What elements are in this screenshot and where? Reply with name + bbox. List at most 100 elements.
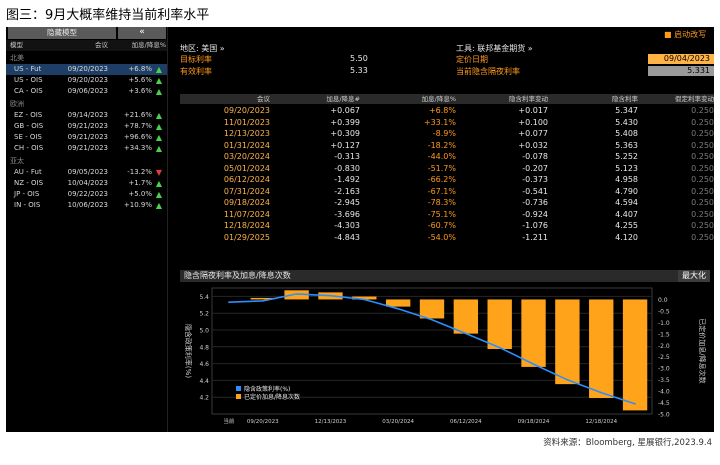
sidebar-model-row[interactable]: US - OIS 09/20/2023 +5.6% ▲ <box>6 75 167 86</box>
meeting-date-cell: 07/31/2024 <box>223 186 270 196</box>
meeting-date: 09/06/2023 <box>67 87 108 95</box>
hike-count-cell: +0.067 <box>330 106 360 115</box>
sidebar-model-row[interactable]: NZ - OIS 10/04/2023 +1.7% ▲ <box>6 178 167 189</box>
line-point <box>363 298 366 301</box>
sidebar-model-row[interactable]: IN - OIS 10/06/2023 +10.9% ▲ <box>6 200 167 211</box>
right-tick-label: -2.5 <box>658 354 670 361</box>
bar-mark <box>487 299 512 350</box>
right-tick-label: -4.0 <box>658 389 670 396</box>
implied-change-cell: -1.211 <box>522 232 548 242</box>
change-pct: +1.7% <box>128 179 152 187</box>
hike-pct-cell: -54.0% <box>427 232 456 242</box>
hike-count-cell: -2.163 <box>334 186 360 196</box>
implied-rate-cell: 5.408 <box>615 129 638 138</box>
implied-rate-cell: 5.430 <box>615 117 638 127</box>
table-row[interactable]: 05/01/2024 -0.830 -51.7% -0.207 5.123 0.250 <box>180 163 714 175</box>
table-row[interactable]: 03/20/2024 -0.313 -44.0% -0.078 5.252 0.250 <box>180 151 714 163</box>
sidebar-group-label: 亚太 <box>10 157 24 165</box>
right-tick-label: -5.0 <box>658 412 670 419</box>
table-row[interactable]: 01/29/2025 -4.843 -54.0% -1.211 4.120 0.250 <box>180 232 714 244</box>
sidebar-model-row[interactable]: US - Fut 09/20/2023 +6.8% ▲ <box>6 64 167 75</box>
sidebar-model-row[interactable]: JP - OIS 09/22/2023 +5.0% ▲ <box>6 189 167 200</box>
rate-chart: 4.2 4.4 4.6 4.8 5.0 5.2 5.4 0.0 -0.5 -1.0 -1.5 -2.0… <box>184 287 707 425</box>
rate-table: 09/20/2023 +0.067 +6.8% +0.017 5.347 0.250 11/… <box>180 105 714 243</box>
model-name: US - Fut <box>14 65 42 73</box>
meeting-date: 10/06/2023 <box>67 201 108 209</box>
sidebar-group-label: 欧洲 <box>10 100 24 108</box>
left-tick-label: 4.4 <box>199 378 209 385</box>
meeting-date-cell: 09/20/2023 <box>223 106 270 115</box>
down-arrow-icon: ▼ <box>155 168 163 177</box>
th-meeting: 会议 <box>257 95 270 103</box>
th-hike-count: 加息/降息# <box>326 95 360 103</box>
hike-count-cell: +0.309 <box>330 129 360 138</box>
line-point <box>532 363 535 365</box>
instrument-selector[interactable]: 工具: 联邦基金期货 » <box>456 44 533 53</box>
sidebar-model-row[interactable]: AU - Fut 09/05/2023 -13.2% ▼ <box>6 167 167 178</box>
implied-change-cell: -0.736 <box>522 198 548 207</box>
table-row[interactable]: 11/01/2023 +0.399 +33.1% +0.100 5.430 0.250 <box>180 117 714 129</box>
hike-pct-cell: +33.1% <box>423 117 456 127</box>
right-tick-label: -3.5 <box>658 377 670 384</box>
target-rate-value: 5.50 <box>350 54 368 63</box>
right-tick-label: -0.5 <box>658 308 670 315</box>
meeting-date-cell: 12/18/2024 <box>223 221 270 230</box>
hide-models-button[interactable]: 隐藏模型 <box>8 27 116 39</box>
sidebar-model-row[interactable]: CH - OIS 09/21/2023 +34.3% ▲ <box>6 143 167 154</box>
model-name: IN - OIS <box>14 201 41 209</box>
table-row[interactable]: 12/18/2024 -4.303 -60.7% -1.076 4.255 0.250 <box>180 220 714 232</box>
collapse-button[interactable]: « <box>118 27 166 39</box>
meeting-date-cell: 11/01/2023 <box>223 117 270 127</box>
table-row[interactable]: 07/31/2024 -2.163 -67.1% -0.541 4.790 0.250 <box>180 186 714 198</box>
hike-count-cell: -2.945 <box>334 198 360 207</box>
table-row[interactable]: 06/12/2024 -1.492 -66.2% -0.373 4.958 0.250 <box>180 174 714 186</box>
hike-pct-cell: -51.7% <box>427 163 456 173</box>
table-row[interactable]: 01/31/2024 +0.127 -18.2% +0.032 5.363 0.250 <box>180 140 714 152</box>
sidebar-model-row[interactable]: CA - OIS 09/06/2023 +3.6% ▲ <box>6 86 167 97</box>
implied-rate-cell: 4.790 <box>615 186 638 196</box>
sidebar-model-row[interactable]: GB - OIS 09/21/2023 +78.7% ▲ <box>6 121 167 132</box>
table-row[interactable]: 11/07/2024 -3.696 -75.1% -0.924 4.407 0.250 <box>180 209 714 221</box>
sidebar-model-row[interactable]: SE - OIS 09/21/2023 +96.6% ▲ <box>6 132 167 143</box>
th-assumed-change: 假定利率变动 <box>675 95 714 103</box>
x-tick-label: 12/13/2023 <box>315 419 347 425</box>
hike-pct-cell: -8.9% <box>432 129 456 138</box>
implied-rate-cell: 4.958 <box>615 175 638 184</box>
region-selector[interactable]: 地区: 美国 » <box>180 44 225 53</box>
meeting-date-cell: 09/18/2024 <box>223 198 270 207</box>
table-row[interactable]: 09/20/2023 +0.067 +6.8% +0.017 5.347 0.250 <box>180 105 714 117</box>
line-point <box>465 332 467 335</box>
up-arrow-icon: ▲ <box>155 201 163 210</box>
up-arrow-icon: ▲ <box>155 179 163 188</box>
maximize-button[interactable]: 最大化 <box>678 270 710 282</box>
implied-change-cell: +0.100 <box>518 117 548 127</box>
bar-mark <box>521 299 546 367</box>
hike-pct-cell: -44.0% <box>427 152 456 161</box>
pricing-date-input[interactable]: 09/04/2023 <box>648 54 714 64</box>
table-row[interactable]: 12/13/2023 +0.309 -8.9% +0.077 5.408 0.250 <box>180 128 714 140</box>
implied-change-cell: -0.078 <box>522 152 548 161</box>
model-name: US - OIS <box>14 76 43 84</box>
change-pct: +21.6% <box>123 111 152 119</box>
assumed-change-cell: 0.250 <box>691 209 714 219</box>
x-tick-label: 03/20/2024 <box>382 419 414 425</box>
header-model: 模型 <box>10 41 23 49</box>
assumed-change-cell: 0.250 <box>691 106 714 115</box>
meeting-date: 09/21/2023 <box>67 122 108 130</box>
model-name: NZ - OIS <box>14 179 44 187</box>
meeting-date: 09/21/2023 <box>67 133 108 141</box>
hike-count-cell: -1.492 <box>334 175 360 184</box>
implied-rate-cell: 5.363 <box>615 140 638 150</box>
meeting-date-cell: 01/31/2024 <box>223 140 270 150</box>
th-implied-change: 隐含利率变动 <box>509 95 548 103</box>
sidebar-model-row[interactable]: EZ - OIS 09/14/2023 +21.6% ▲ <box>6 110 167 121</box>
effective-rate-label: 有效利率 <box>180 67 212 76</box>
line-point <box>261 300 264 302</box>
line-point <box>498 346 501 349</box>
terminal-panel: 隐藏模型 « 模型 会议 加息/降息% 北美 US - Fut 09/20/2023… <box>6 27 714 432</box>
assumed-change-cell: 0.250 <box>691 117 714 127</box>
bar-mark <box>419 299 445 319</box>
sidebar-toolbar: 隐藏模型 « <box>6 27 167 40</box>
table-row[interactable]: 09/18/2024 -2.945 -78.3% -0.736 4.594 0.250 <box>180 197 714 209</box>
auto-refresh-toggle[interactable]: ■ 启动改写 <box>664 30 707 39</box>
